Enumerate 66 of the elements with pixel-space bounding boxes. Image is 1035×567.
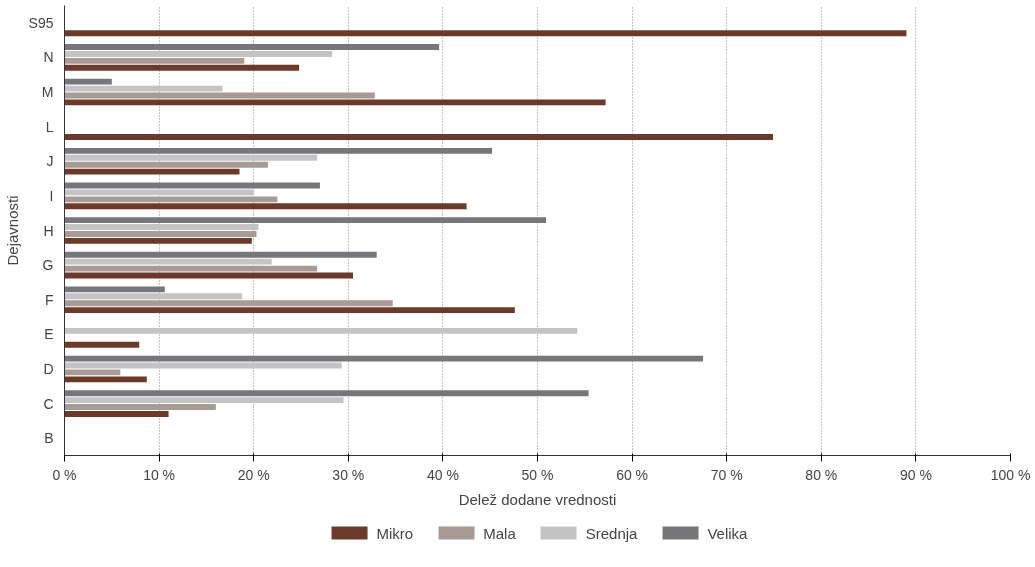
bar [64,300,393,307]
x-tick-label: 90 % [899,466,932,483]
bar [64,404,216,410]
y-tick-label: I [49,187,54,204]
bar [64,341,140,348]
legend-label: Srednja [585,524,638,541]
y-tick-label: H [43,222,54,239]
y-tick-label: S95 [28,14,54,31]
bar [64,147,493,154]
bar [64,376,147,383]
bar [64,327,578,334]
bar [64,57,245,64]
bar [64,265,318,272]
y-tick-label: L [45,118,54,135]
bar [64,30,907,37]
bar [64,411,169,417]
bar [64,64,300,71]
bar [64,286,165,293]
legend-label: Mikro [376,524,414,541]
bar [64,189,254,196]
legend-label: Mala [483,524,516,541]
x-tick-label: 50 % [521,466,554,483]
bar [64,390,589,397]
y-tick-label: C [43,395,54,412]
bar [64,224,259,230]
y-tick-label: F [44,291,54,308]
y-tick-label: B [44,430,54,447]
bar [64,78,112,85]
bar [64,369,121,376]
y-tick-label: M [41,84,54,101]
x-tick-label: 70 % [710,466,743,483]
bar [64,307,515,314]
x-tick-label: 0 % [52,466,77,483]
bar [64,203,467,210]
bar [64,251,377,258]
x-tick-label: 60 % [616,466,649,483]
bar [64,134,774,140]
legend-label: Velika [707,524,748,541]
y-tick-label: N [43,49,54,66]
x-tick-label: 100 % [990,466,1031,483]
x-tick-label: 30 % [332,466,365,483]
x-axis-title: Delež dodane vrednosti [458,490,617,508]
y-tick-label: E [44,326,54,343]
x-tick-label: 20 % [237,466,270,483]
bar [64,99,606,106]
bar [64,44,440,50]
y-tick-label: J [46,153,54,170]
bar [64,168,240,175]
y-axis-title: Dejavnosti [3,195,21,266]
bar [64,85,223,92]
bar [64,217,547,224]
bar [64,161,268,168]
bar [64,237,252,244]
bar [64,258,272,265]
bar [64,397,344,404]
y-tick-label: G [42,257,54,274]
x-tick-label: 10 % [143,466,176,483]
x-tick-label: 80 % [805,466,838,483]
bar [64,154,318,161]
y-tick-label: D [43,360,54,377]
x-tick-label: 40 % [426,466,459,483]
bar [64,196,278,203]
bar [64,51,333,57]
bar [64,355,704,362]
bar [64,293,243,300]
bar [64,231,257,237]
